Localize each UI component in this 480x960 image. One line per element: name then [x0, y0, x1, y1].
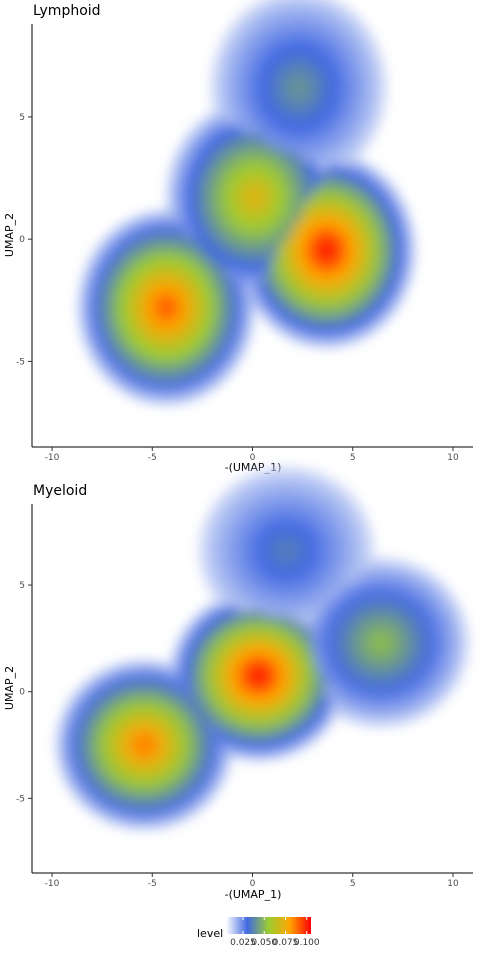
legend-colorbar	[226, 917, 311, 934]
x-tick-label: 10	[447, 879, 459, 889]
density-contour	[274, 539, 299, 563]
panel-title: Myeloid	[33, 483, 87, 499]
density-contour	[132, 733, 156, 757]
density-contour	[242, 184, 267, 211]
x-tick-label: -5	[148, 453, 157, 463]
density-contour	[369, 631, 393, 654]
y-ticks: -5 0 5	[16, 113, 32, 367]
x-ticks: -10 -5 0 5 10	[45, 873, 459, 889]
density-surface	[56, 466, 469, 830]
x-axis-label: -(UMAP_1)	[225, 888, 282, 901]
density-contour	[315, 237, 339, 263]
density-contour	[246, 664, 271, 687]
x-tick-label: 5	[350, 879, 356, 889]
y-axis-label: UMAP_2	[3, 213, 16, 257]
x-tick-label: 0	[250, 879, 256, 889]
y-tick-label: 5	[19, 113, 25, 123]
x-tick-label: 5	[350, 453, 356, 463]
legend-tick-label: 0.100	[294, 938, 320, 948]
density-surface	[78, 0, 415, 405]
x-tick-label: 0	[250, 453, 256, 463]
legend-title: level	[197, 927, 223, 940]
density-contour	[154, 294, 178, 321]
legend-tick-label: 0.025	[230, 938, 256, 948]
y-tick-label: 5	[19, 581, 25, 591]
panel-myeloid: Myeloid -10 -5 0 5 10 -5 0 5 -(UMAP_1) UMAP_2	[3, 466, 473, 901]
y-tick-label: -5	[16, 357, 25, 367]
legend-tick-label: 0.075	[273, 938, 299, 948]
x-tick-label: -5	[148, 879, 157, 889]
panel-lymphoid: Lymphoid -10 -5 0 5 10 -505 -(UMAP_1) UMAP_2	[3, 0, 473, 474]
y-tick-label: 0	[19, 688, 25, 698]
x-ticks: -10 -5 0 5 10	[45, 447, 459, 463]
panel-title: Lymphoid	[33, 3, 101, 19]
y-axis-label: UMAP_2	[3, 666, 16, 710]
x-tick-label: -10	[45, 879, 60, 889]
x-tick-label: -10	[45, 453, 60, 463]
y-tick-label: 0	[19, 235, 25, 245]
density-contour	[286, 74, 311, 101]
x-tick-label: 10	[447, 453, 459, 463]
y-ticks: -5 0 5	[16, 581, 32, 804]
y-tick-label: -5	[16, 794, 25, 804]
legend-tick-label: 0.050	[251, 938, 277, 948]
